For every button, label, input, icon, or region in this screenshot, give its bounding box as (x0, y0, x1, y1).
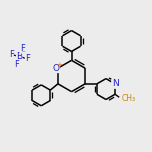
Text: F: F (9, 50, 14, 59)
Text: F: F (20, 44, 25, 53)
Text: ⁻: ⁻ (21, 50, 25, 56)
Text: B: B (16, 52, 22, 61)
Text: F: F (25, 54, 30, 63)
Text: N: N (112, 79, 118, 88)
Text: F: F (14, 60, 19, 69)
Text: +: + (56, 62, 62, 69)
Text: CH₃: CH₃ (122, 93, 136, 102)
Text: O: O (53, 64, 60, 73)
